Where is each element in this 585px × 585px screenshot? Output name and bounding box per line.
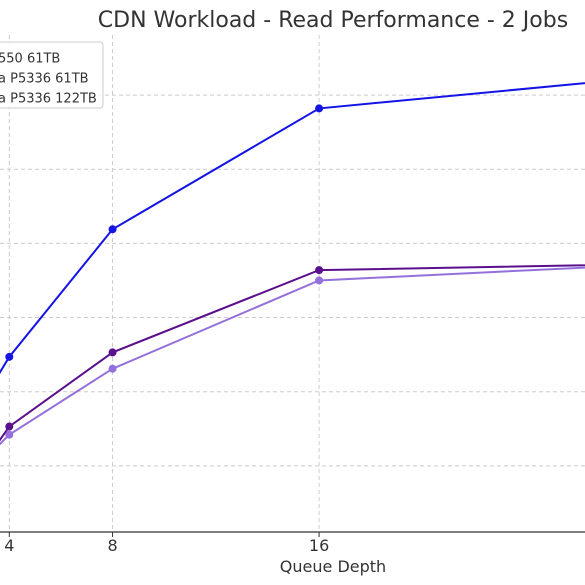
data-point xyxy=(315,266,324,275)
data-point xyxy=(108,348,117,357)
series-line xyxy=(0,266,585,446)
plot-area xyxy=(0,82,585,446)
data-point xyxy=(315,276,324,285)
legend-label: 550 61TB xyxy=(0,52,60,67)
x-tick-label: 16 xyxy=(309,536,329,555)
data-point xyxy=(108,364,117,373)
data-point xyxy=(5,352,14,361)
x-tick-label: 8 xyxy=(107,536,117,555)
data-point xyxy=(5,422,14,431)
x-tick-label: 4 xyxy=(4,536,14,555)
legend: 550 61TB a P5336 61TB a P5336 122TB xyxy=(0,41,104,109)
series-line xyxy=(0,82,585,375)
x-axis-label: Queue Depth xyxy=(280,557,386,576)
data-point xyxy=(315,104,324,113)
series-line xyxy=(0,264,585,442)
legend-label: a P5336 61TB xyxy=(0,72,89,87)
legend-box xyxy=(0,41,104,109)
chart-title: CDN Workload - Read Performance - 2 Jobs xyxy=(98,8,568,33)
data-point xyxy=(5,430,14,439)
legend-label: a P5336 122TB xyxy=(0,92,97,107)
data-point xyxy=(108,225,117,234)
